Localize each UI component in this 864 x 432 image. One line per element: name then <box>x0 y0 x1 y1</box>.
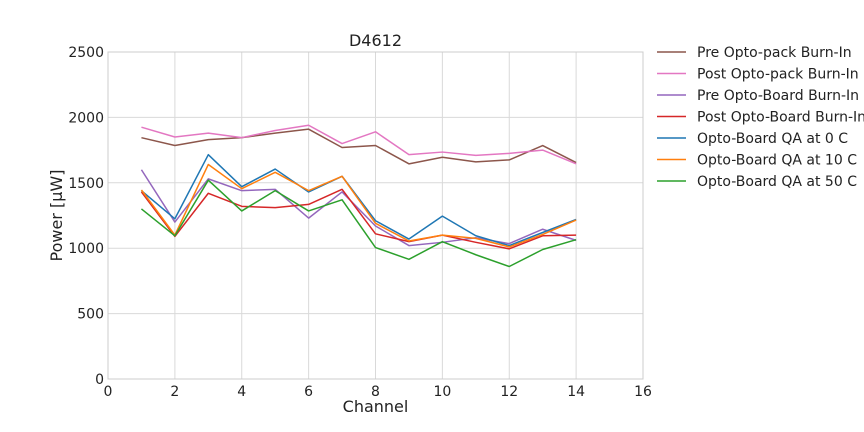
series-line-4 <box>140 188 577 250</box>
series-line-7 <box>140 179 577 268</box>
legend-entry: Opto-Board QA at 0 C <box>697 131 848 147</box>
x-tick-label: 6 <box>304 384 313 400</box>
x-tick-label: 2 <box>170 384 179 400</box>
x-axis-label: Channel <box>343 397 409 416</box>
x-tick-label: 4 <box>237 384 246 400</box>
legend: Pre Opto-pack Burn-In Post Opto-pack Burn… <box>657 45 864 190</box>
y-tick-label: 0 <box>95 372 104 388</box>
legend-entry: Post Opto-pack Burn-In <box>697 67 859 83</box>
series-layer <box>140 124 577 268</box>
legend-entry: Pre Opto-Board Burn-In <box>697 88 859 104</box>
x-tick-label: 0 <box>104 384 113 400</box>
x-tick-label: 12 <box>500 384 518 400</box>
y-tick-label: 1500 <box>68 176 104 192</box>
legend-entry: Opto-Board QA at 50 C <box>697 174 857 190</box>
legend-entry: Opto-Board QA at 10 C <box>697 153 857 169</box>
legend-entry: Post Opto-Board Burn-In <box>697 110 864 126</box>
chart-title: D4612 <box>349 31 402 50</box>
x-tick-label: 14 <box>567 384 585 400</box>
y-tick-label: 1000 <box>68 241 104 257</box>
x-axis-ticks: 0 2 4 6 8 10 12 14 16 <box>104 384 652 400</box>
series-line-3 <box>140 169 577 247</box>
legend-entry: Pre Opto-pack Burn-In <box>697 45 852 61</box>
series-line-1 <box>141 128 577 165</box>
x-tick-label: 10 <box>433 384 451 400</box>
grid <box>107 51 644 380</box>
series-line-2 <box>141 124 577 165</box>
y-axis-ticks: 0 500 1000 1500 2000 2500 <box>68 45 104 388</box>
y-tick-label: 500 <box>77 307 104 323</box>
series-line-5 <box>140 153 577 247</box>
y-tick-label: 2000 <box>68 110 104 126</box>
y-axis-label: Power [μW] <box>47 170 66 262</box>
x-tick-label: 16 <box>634 384 652 400</box>
series-line-6 <box>140 163 577 248</box>
x-tick-label: 8 <box>371 384 380 400</box>
y-tick-label: 2500 <box>68 45 104 61</box>
plot-area <box>107 51 644 380</box>
